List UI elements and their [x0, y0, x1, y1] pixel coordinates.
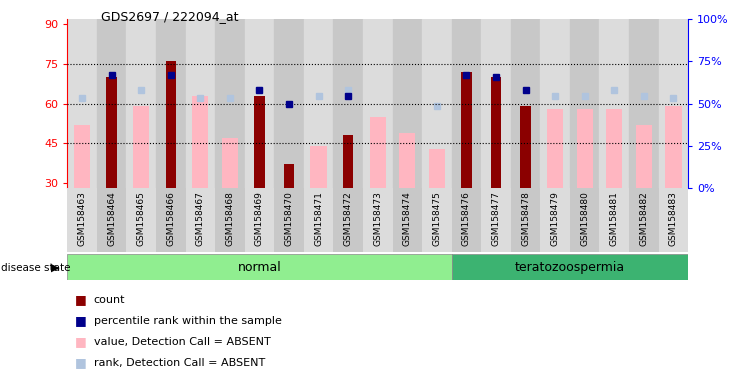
Bar: [452, 188, 481, 252]
Text: GSM158467: GSM158467: [196, 191, 205, 246]
Bar: [363, 188, 393, 252]
Text: GSM158471: GSM158471: [314, 191, 323, 246]
Bar: [245, 188, 275, 252]
Text: GSM158475: GSM158475: [432, 191, 441, 246]
Bar: [275, 19, 304, 188]
Text: ■: ■: [75, 356, 87, 369]
Bar: [275, 188, 304, 252]
Bar: [452, 254, 688, 280]
Text: GSM158477: GSM158477: [491, 191, 500, 246]
Bar: [629, 188, 658, 252]
Bar: [126, 19, 156, 188]
Bar: [156, 19, 186, 188]
Bar: [452, 19, 481, 188]
Text: GSM158464: GSM158464: [107, 191, 116, 246]
Text: GSM158470: GSM158470: [284, 191, 293, 246]
Bar: [67, 19, 97, 188]
Text: GSM158466: GSM158466: [166, 191, 175, 246]
Bar: [165, 61, 176, 188]
Bar: [540, 188, 570, 252]
Bar: [156, 188, 186, 252]
Bar: [97, 19, 126, 188]
Text: GSM158476: GSM158476: [462, 191, 471, 246]
Bar: [334, 19, 363, 188]
Text: GSM158465: GSM158465: [137, 191, 146, 246]
Text: GSM158483: GSM158483: [669, 191, 678, 246]
Bar: [370, 117, 386, 188]
Bar: [186, 188, 215, 252]
Bar: [658, 188, 688, 252]
Text: GSM158472: GSM158472: [343, 191, 352, 246]
Bar: [570, 188, 599, 252]
Bar: [511, 19, 540, 188]
Bar: [481, 19, 511, 188]
Bar: [222, 138, 238, 188]
Bar: [126, 188, 156, 252]
Bar: [245, 19, 275, 188]
Text: teratozoospermia: teratozoospermia: [515, 261, 625, 274]
Bar: [422, 19, 452, 188]
Bar: [570, 19, 599, 188]
Bar: [636, 125, 652, 188]
Bar: [511, 188, 540, 252]
Bar: [304, 188, 334, 252]
Bar: [215, 19, 245, 188]
Bar: [67, 188, 97, 252]
Bar: [192, 96, 209, 188]
Bar: [304, 19, 334, 188]
Bar: [74, 125, 91, 188]
Text: percentile rank within the sample: percentile rank within the sample: [94, 316, 281, 326]
Text: value, Detection Call = ABSENT: value, Detection Call = ABSENT: [94, 337, 270, 347]
Text: GSM158482: GSM158482: [640, 191, 649, 246]
Bar: [215, 188, 245, 252]
Text: ■: ■: [75, 335, 87, 348]
Text: GSM158479: GSM158479: [551, 191, 560, 246]
Text: disease state: disease state: [1, 263, 71, 273]
Bar: [629, 19, 658, 188]
Bar: [399, 133, 415, 188]
Text: GSM158480: GSM158480: [580, 191, 589, 246]
Text: normal: normal: [238, 261, 281, 274]
Bar: [577, 109, 593, 188]
Text: ▶: ▶: [51, 263, 59, 273]
Bar: [186, 19, 215, 188]
Text: ■: ■: [75, 314, 87, 327]
Bar: [462, 72, 471, 188]
Bar: [481, 188, 511, 252]
Text: GSM158478: GSM158478: [521, 191, 530, 246]
Bar: [491, 77, 501, 188]
Bar: [665, 106, 681, 188]
Bar: [106, 77, 117, 188]
Bar: [284, 164, 294, 188]
Bar: [521, 106, 531, 188]
Text: count: count: [94, 295, 125, 305]
Bar: [606, 109, 622, 188]
Text: GSM158468: GSM158468: [225, 191, 234, 246]
Bar: [540, 19, 570, 188]
Bar: [343, 136, 353, 188]
Bar: [393, 19, 422, 188]
Text: GDS2697 / 222094_at: GDS2697 / 222094_at: [101, 10, 239, 23]
Bar: [254, 96, 265, 188]
Text: GSM158474: GSM158474: [403, 191, 412, 246]
Bar: [547, 109, 563, 188]
Text: GSM158481: GSM158481: [610, 191, 619, 246]
Bar: [422, 188, 452, 252]
Bar: [310, 146, 327, 188]
Text: rank, Detection Call = ABSENT: rank, Detection Call = ABSENT: [94, 358, 265, 368]
Bar: [658, 19, 688, 188]
Bar: [97, 188, 126, 252]
Bar: [599, 188, 629, 252]
Bar: [363, 19, 393, 188]
Text: GSM158473: GSM158473: [373, 191, 382, 246]
Text: GSM158469: GSM158469: [255, 191, 264, 246]
Bar: [599, 19, 629, 188]
Bar: [334, 188, 363, 252]
Text: GSM158463: GSM158463: [78, 191, 87, 246]
Bar: [133, 106, 150, 188]
Bar: [67, 254, 452, 280]
Text: ■: ■: [75, 293, 87, 306]
Bar: [393, 188, 422, 252]
Bar: [429, 149, 445, 188]
